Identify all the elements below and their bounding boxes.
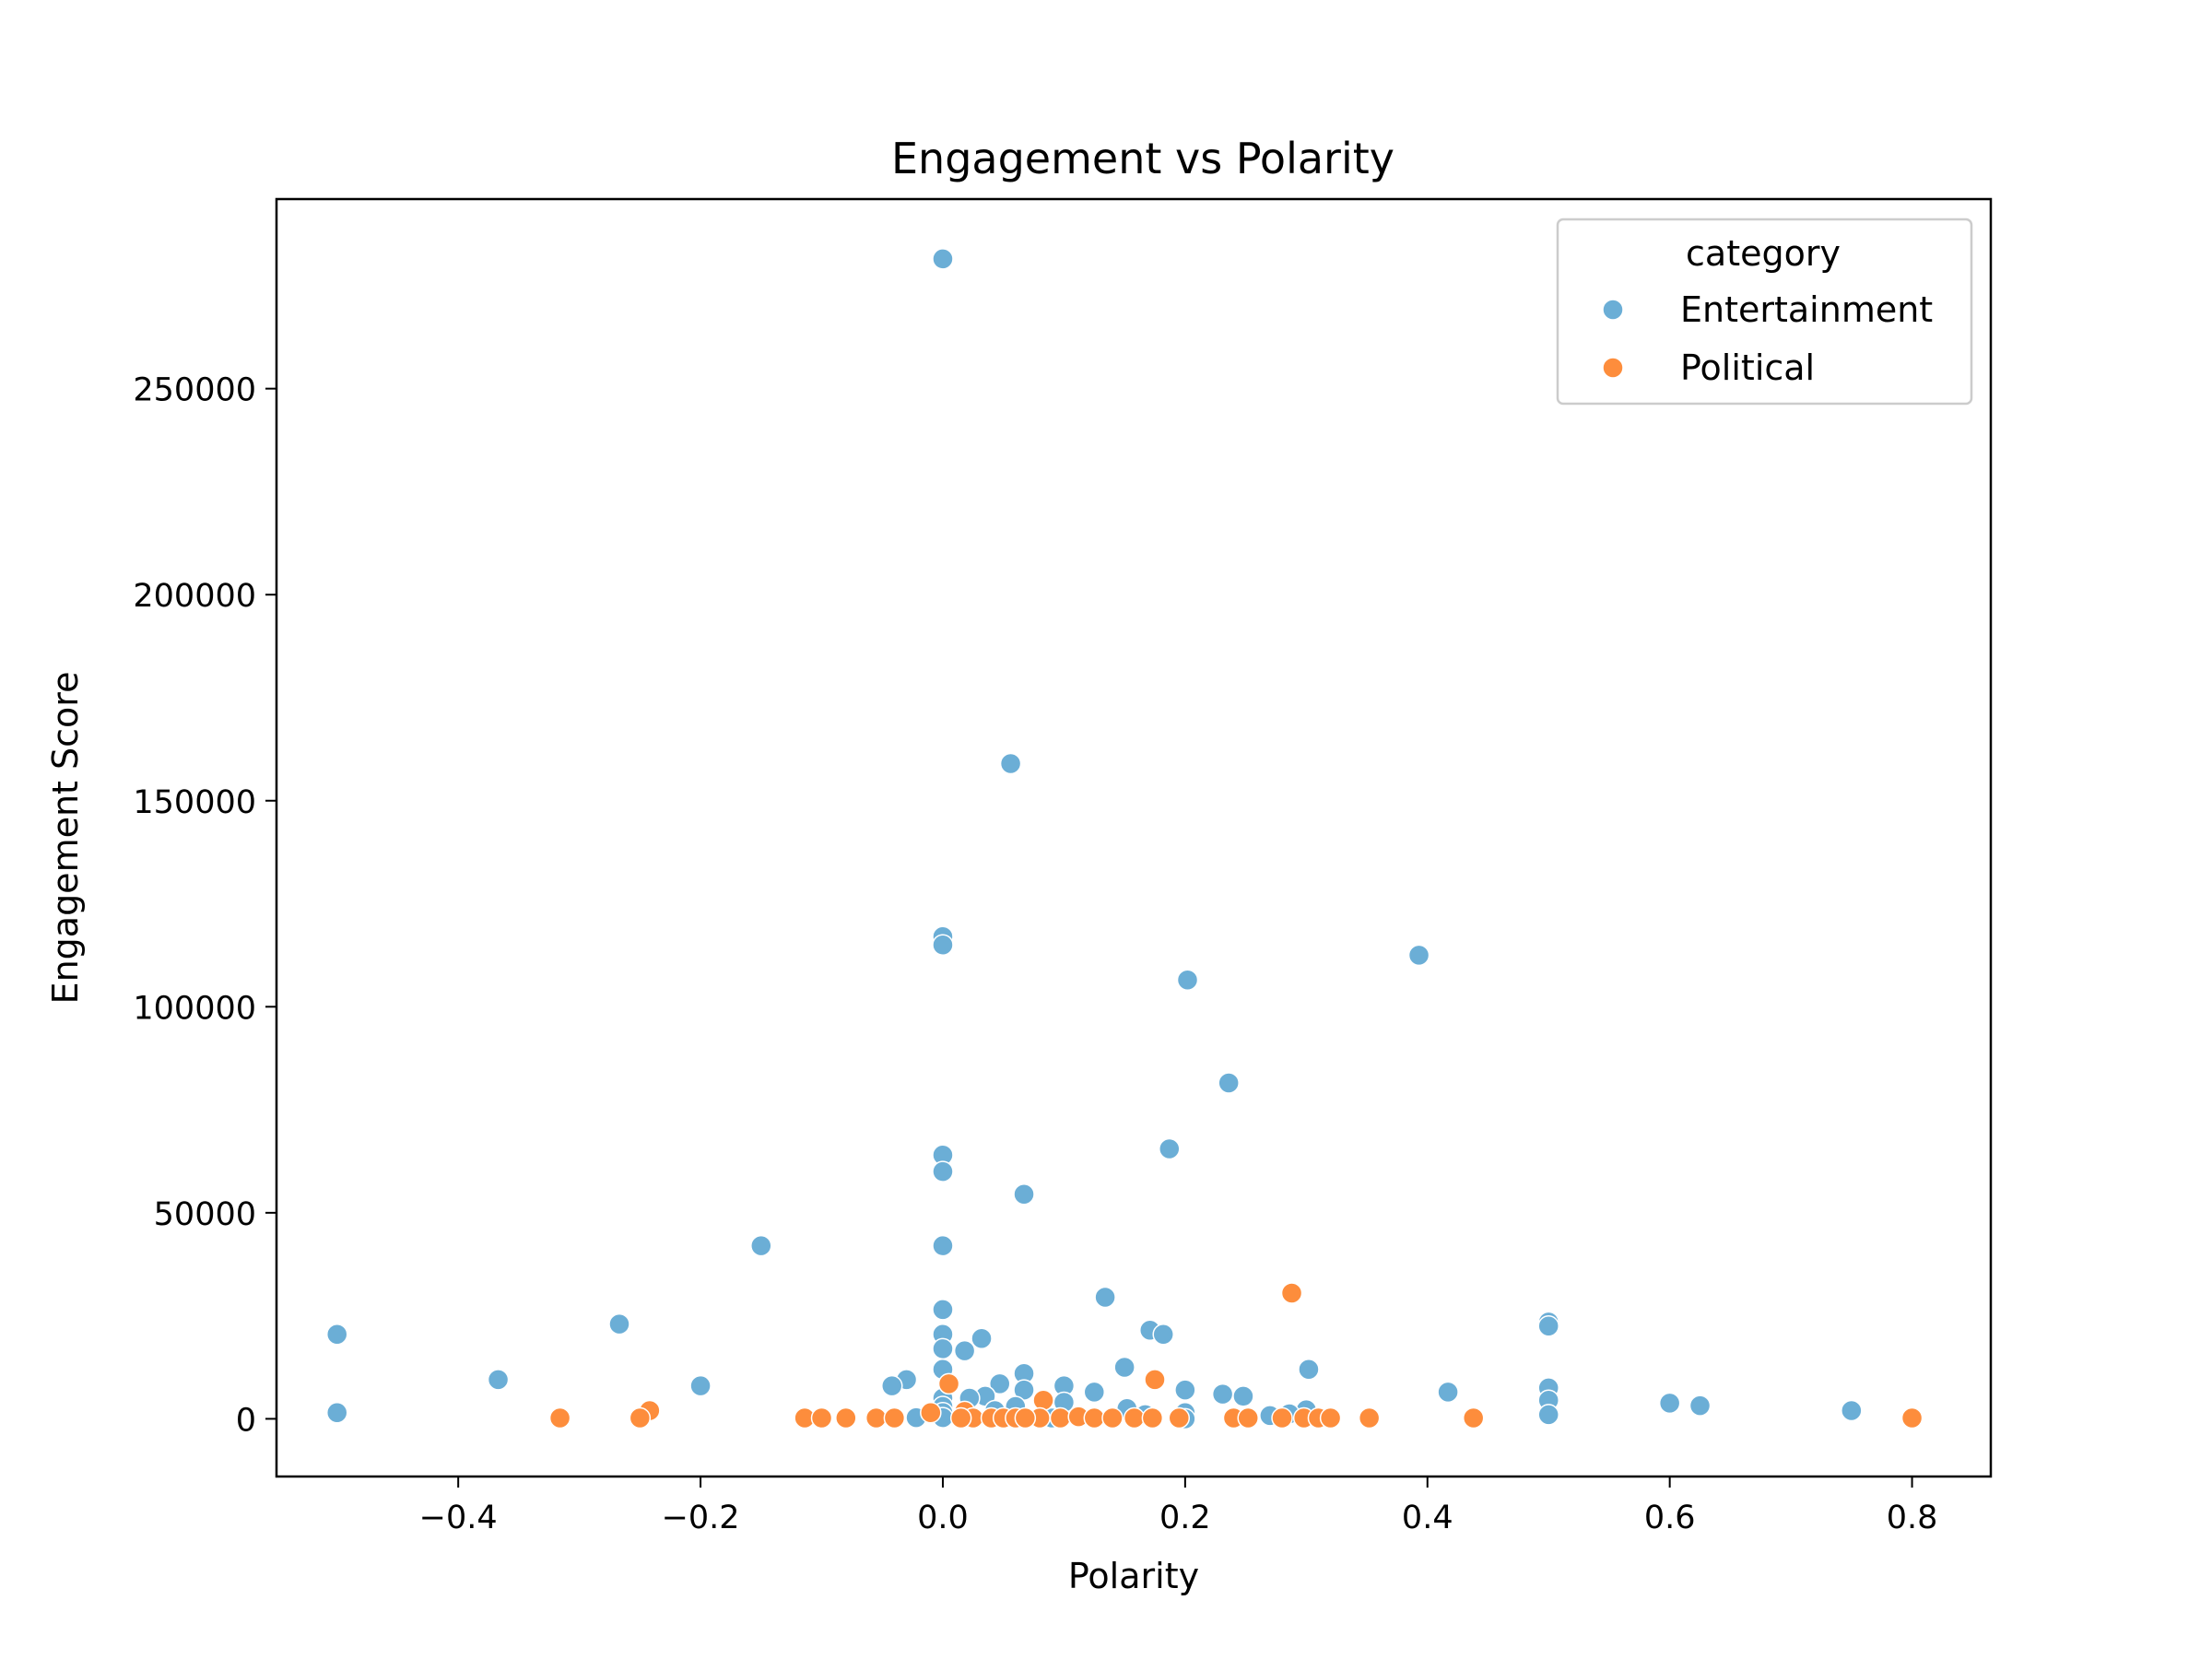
data-point-political [1049,1406,1072,1430]
data-point-entertainment [1083,1381,1106,1404]
data-point-political [1014,1406,1037,1430]
data-point-entertainment [932,1337,954,1360]
y-tick-label: 50000 [154,1196,256,1233]
data-point-entertainment [932,248,954,270]
y-tick-label: 250000 [133,372,256,409]
data-point-entertainment [608,1312,630,1335]
y-axis: 0 50000 100000 150000 200000 250000 [133,372,276,1439]
data-point-entertainment [1298,1359,1320,1381]
data-point-entertainment [325,1401,348,1424]
data-point-political [1900,1406,1924,1430]
data-point-political [1319,1406,1342,1430]
data-point-political [920,1401,942,1424]
data-point-political [548,1406,571,1430]
data-point-entertainment [932,1299,954,1321]
data-point-political [835,1406,857,1430]
points-layer [325,248,1924,1430]
data-point-political [1237,1406,1259,1430]
data-point-political [1280,1282,1303,1304]
data-point-entertainment [1176,969,1199,991]
data-point-political [1123,1406,1146,1430]
data-point-political [1083,1406,1106,1430]
legend: category Entertainment Political [1556,218,1973,406]
data-point-political [810,1406,833,1430]
data-point-entertainment [1841,1399,1863,1422]
data-point-entertainment [1407,944,1430,967]
y-axis-label: Engagement Score [45,672,86,1005]
x-tick-label: 0.2 [1159,1500,1211,1536]
x-tick-label: 0.0 [917,1500,969,1536]
data-point-entertainment [1537,1315,1559,1337]
data-point-political [1462,1406,1485,1430]
data-point-entertainment [1094,1286,1116,1309]
data-point-political [629,1406,652,1430]
data-point-political [1101,1406,1124,1430]
y-tick-label: 0 [236,1402,256,1439]
chart-title: Engagement vs Polarity [891,134,1394,183]
data-point-entertainment [1174,1379,1196,1401]
plot-frame [275,197,1993,1478]
data-point-entertainment [1218,1072,1240,1094]
legend-label-entertainment: Entertainment [1680,289,1933,330]
data-point-entertainment [1658,1392,1681,1415]
data-point-political [1168,1406,1191,1430]
y-tick-label: 200000 [133,578,256,615]
y-tick-label: 100000 [133,990,256,1027]
data-point-entertainment [988,1372,1011,1395]
x-axis: −0.4 −0.2 0.0 0.2 0.4 0.6 0.8 [419,1477,1938,1536]
data-point-entertainment [1013,1182,1035,1206]
data-point-entertainment [1211,1382,1234,1406]
legend-marker-entertainment [1602,299,1624,321]
data-point-entertainment [932,1160,954,1182]
data-point-political [937,1372,960,1395]
data-point-entertainment [881,1374,903,1397]
legend-title: category [1686,233,1841,274]
data-point-political [1141,1406,1164,1430]
data-point-political [1144,1369,1166,1391]
x-tick-label: 0.8 [1887,1500,1938,1536]
y-tick-label: 150000 [133,784,256,821]
x-tick-label: −0.2 [662,1500,740,1536]
data-point-entertainment [1437,1381,1459,1404]
data-point-entertainment [1159,1137,1181,1160]
legend-label-political: Political [1680,347,1815,388]
x-axis-label: Polarity [1068,1556,1199,1596]
data-point-entertainment [325,1324,348,1346]
data-point-entertainment [971,1327,993,1349]
data-point-entertainment [750,1234,772,1257]
data-point-political [1358,1406,1381,1430]
x-tick-label: −0.4 [419,1500,498,1536]
x-tick-label: 0.4 [1402,1500,1453,1536]
data-point-political [1032,1389,1054,1412]
data-point-entertainment [953,1339,976,1362]
data-point-entertainment [1232,1385,1254,1407]
data-point-political [1271,1406,1293,1430]
data-point-entertainment [1113,1356,1135,1379]
legend-marker-political [1602,357,1624,379]
data-point-entertainment [932,934,954,956]
legend-box [1556,218,1973,406]
x-tick-label: 0.6 [1644,1500,1696,1536]
data-point-political [883,1406,906,1430]
data-point-entertainment [1688,1394,1712,1417]
data-point-entertainment [1152,1324,1174,1346]
data-point-entertainment [1537,1404,1559,1426]
data-point-entertainment [487,1369,510,1391]
data-point-entertainment [689,1374,712,1397]
data-point-entertainment [932,1234,954,1257]
data-point-entertainment [999,752,1022,775]
data-point-political [865,1406,888,1430]
data-point-political [949,1406,972,1430]
